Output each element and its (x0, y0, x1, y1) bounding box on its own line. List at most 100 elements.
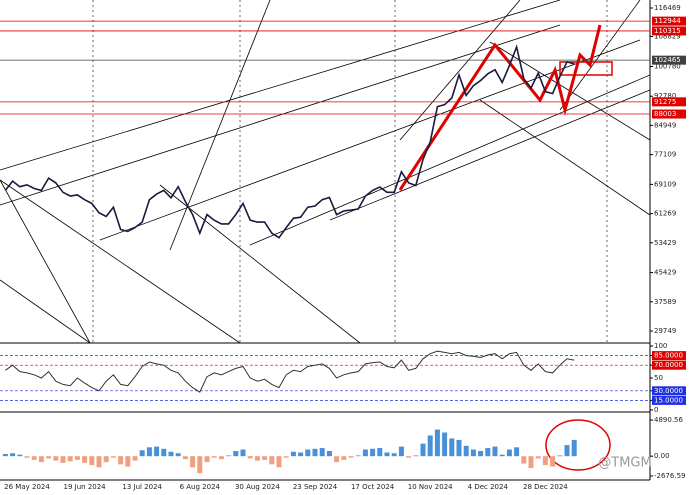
histogram-bar (132, 456, 138, 461)
trend-line (169, 0, 271, 251)
histogram-bar (370, 448, 376, 457)
y-tick-label: 116469 (654, 4, 681, 12)
histogram-bar (506, 449, 512, 457)
y-tick-label: 84949 (654, 121, 676, 129)
histogram-bar (470, 449, 476, 457)
y-tick-label: 50 (654, 374, 663, 382)
histogram-bar (420, 443, 426, 457)
histogram-bar (557, 455, 563, 457)
histogram-bar (240, 449, 246, 457)
tick-label-box (652, 351, 686, 361)
trend-line (0, 179, 91, 343)
histogram-bar (96, 456, 102, 468)
x-tick-label: 4 Dec 2024 (468, 483, 509, 491)
tick-label-box (652, 386, 686, 396)
level-label: 88003 (654, 110, 676, 118)
histogram-bar (17, 454, 23, 457)
y-tick-label: 0 (654, 406, 658, 414)
histogram-bar (449, 438, 455, 457)
trend-line (249, 74, 650, 246)
histogram-bar (103, 456, 109, 463)
histogram-bar (125, 456, 131, 467)
level-label-box (652, 109, 686, 119)
histogram-bar (31, 456, 37, 460)
tick-label-box (652, 395, 686, 405)
histogram-bar (218, 456, 224, 460)
histogram-bar (262, 456, 268, 460)
level-label-box (652, 97, 686, 107)
trend-line (0, 179, 241, 343)
histogram-bar (197, 456, 203, 474)
y-tick-label: 69109 (654, 180, 676, 188)
histogram-bar (182, 456, 188, 460)
histogram-bar (139, 450, 145, 457)
histogram-bar (521, 456, 527, 464)
y-tick-label: 100 (654, 342, 667, 350)
histogram-bar (53, 456, 59, 461)
histogram-bar (10, 453, 16, 457)
histogram-bar (542, 456, 548, 466)
y-tick-label: 108829 (654, 32, 681, 40)
histogram-bar (348, 456, 354, 458)
y-tick-label: 30.0000 (654, 387, 683, 395)
histogram-bar (564, 445, 570, 457)
trend-line (0, 279, 91, 343)
histogram-bar (276, 456, 282, 468)
histogram-bar (427, 435, 433, 457)
projection-arrow (398, 24, 602, 191)
histogram-bar (233, 451, 239, 457)
histogram-bar (456, 439, 462, 457)
histogram-bar (204, 456, 210, 463)
histogram-bar (175, 453, 181, 457)
y-tick-label: 4890.56 (654, 416, 683, 424)
y-tick-label: 29749 (654, 327, 676, 335)
x-tick-label: 28 Dec 2024 (523, 483, 568, 491)
histogram-bar (492, 446, 498, 457)
histogram-bar (247, 456, 253, 459)
histogram-bar (60, 456, 66, 463)
histogram-bar (89, 456, 95, 466)
level-label: 110315 (654, 27, 681, 35)
histogram-bar (118, 456, 124, 465)
y-tick-label: 70.0000 (654, 361, 683, 369)
histogram-bar (38, 456, 44, 463)
trend-line (329, 89, 650, 221)
tick-label-box (652, 360, 686, 370)
y-tick-label: -2676.59 (654, 472, 685, 480)
histogram-bar (377, 448, 383, 457)
histogram-bar (535, 456, 541, 459)
histogram-bar (254, 456, 260, 461)
trend-line (479, 99, 650, 216)
histogram-bar (290, 451, 296, 457)
histogram-bar (485, 448, 491, 457)
level-label-box (652, 55, 686, 65)
y-tick-label: 92780 (654, 92, 676, 100)
histogram-bar (305, 449, 311, 457)
histogram-bar (82, 456, 88, 463)
histogram-bar (434, 429, 440, 457)
y-tick-label: 53429 (654, 239, 676, 247)
histogram-bar (312, 448, 318, 457)
histogram-bar (283, 456, 289, 458)
histogram-bar (528, 456, 534, 469)
level-label: 112944 (654, 17, 681, 25)
x-tick-label: 26 May 2024 (4, 483, 50, 491)
x-tick-label: 30 Aug 2024 (235, 483, 280, 491)
trend-line (559, 0, 641, 111)
histogram-bar (384, 452, 390, 457)
histogram-bar (319, 448, 325, 457)
histogram-bar (298, 452, 304, 457)
x-tick-label: 17 Oct 2024 (351, 483, 395, 491)
histogram-bar (269, 456, 275, 465)
histogram-bar (362, 449, 368, 457)
trend-line (0, 24, 561, 206)
y-tick-label: 15.0000 (654, 396, 683, 404)
histogram-bar (2, 453, 8, 457)
y-tick-label: 45429 (654, 269, 676, 277)
price-line (4, 44, 575, 239)
x-tick-label: 10 Nov 2024 (408, 483, 453, 491)
histogram-bar (355, 455, 361, 457)
histogram-bar (406, 456, 412, 458)
histogram-bar (478, 451, 484, 457)
